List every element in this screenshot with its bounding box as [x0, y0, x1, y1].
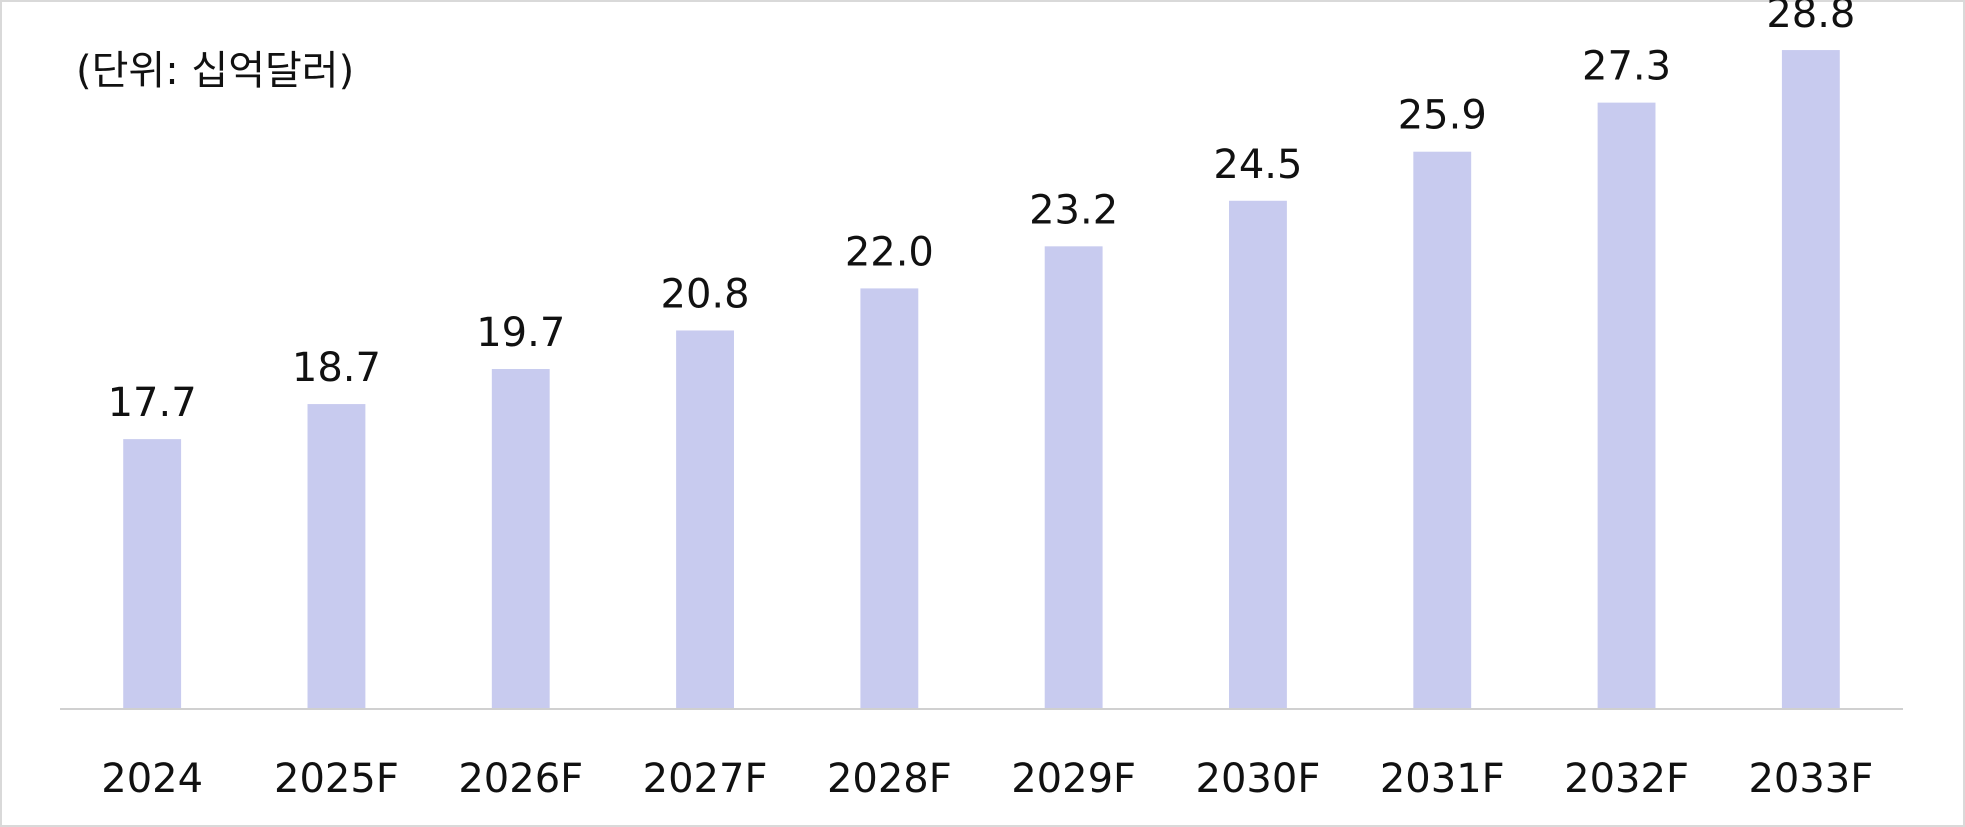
x-tick-label: 2033F	[1748, 756, 1873, 802]
data-label: 20.8	[661, 271, 750, 317]
bar	[1044, 246, 1103, 709]
x-tick-label: 2032F	[1564, 756, 1689, 802]
x-tick-label: 2027F	[643, 756, 768, 802]
bar	[123, 439, 182, 709]
x-tick-label: 2029F	[1011, 756, 1136, 802]
x-tick-label: 2030F	[1196, 756, 1321, 802]
bar	[1413, 151, 1472, 709]
data-label: 19.7	[476, 310, 565, 356]
x-tick-label: 2031F	[1380, 756, 1505, 802]
bar	[860, 288, 919, 709]
data-label: 17.7	[108, 380, 197, 426]
data-label: 25.9	[1398, 93, 1487, 139]
data-label: 28.8	[1766, 0, 1855, 37]
chart-title: (단위: 십억달러)	[76, 48, 354, 94]
bar	[307, 404, 366, 709]
bar	[1781, 50, 1840, 710]
data-label: 27.3	[1582, 44, 1671, 90]
bar	[1597, 102, 1656, 709]
data-label: 22.0	[845, 229, 934, 275]
data-label: 23.2	[1029, 187, 1118, 233]
bar	[676, 330, 734, 709]
x-tick-label: 2026F	[458, 756, 583, 802]
bar	[491, 369, 550, 709]
x-tick-label: 2028F	[827, 756, 952, 802]
data-label: 18.7	[292, 345, 381, 391]
bar	[1229, 200, 1287, 709]
data-label: 24.5	[1213, 142, 1302, 188]
x-tick-label: 2024	[101, 756, 203, 802]
x-tick-label: 2025F	[274, 756, 399, 802]
